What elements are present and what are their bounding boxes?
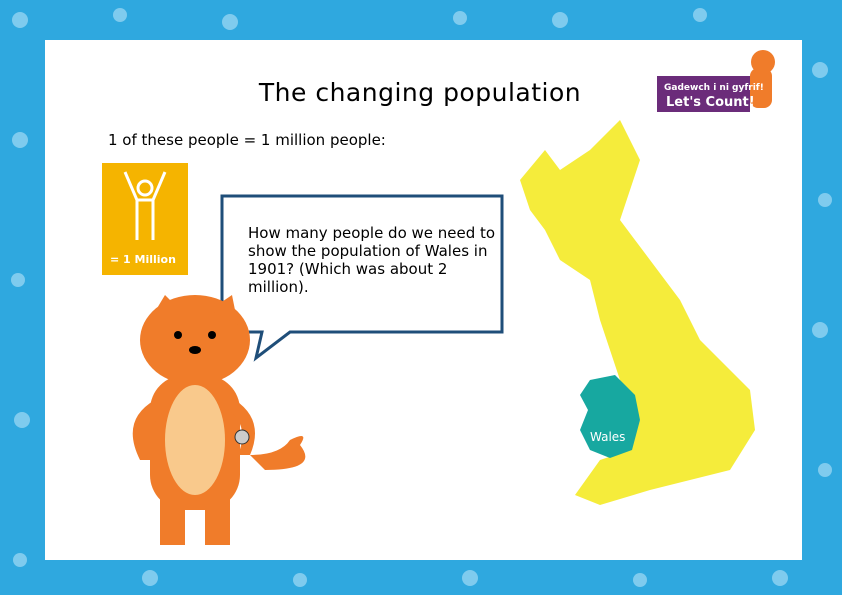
logo-text: Gadewch i ni gyfrif! [664,83,764,93]
title: The changing population [258,78,582,107]
subtitle: 1 of these people = 1 million people: [108,131,386,149]
cat-character [132,295,306,545]
paw-pattern [11,8,832,587]
logo-text: Let's Count! [666,95,755,110]
map-label: Wales [590,430,626,444]
logo-cat [750,50,775,108]
speech-bubble-text: How many people do we need to show the p… [248,224,496,296]
icon-card-label: = 1 Million [110,253,176,266]
wales-region [580,375,640,458]
person-icon [123,171,167,240]
logo-badge [657,76,750,112]
britain-map [520,120,755,505]
